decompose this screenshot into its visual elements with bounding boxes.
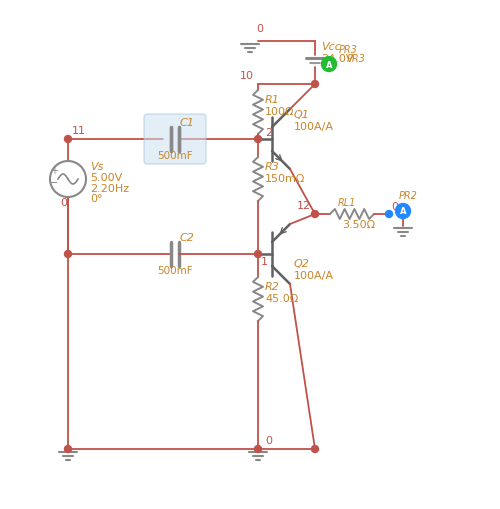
Circle shape	[312, 211, 318, 218]
Circle shape	[254, 445, 262, 453]
Text: 0: 0	[256, 24, 264, 34]
Text: 0°: 0°	[90, 193, 102, 204]
Text: 12: 12	[297, 201, 311, 211]
Text: 0: 0	[391, 202, 398, 212]
Text: RL1: RL1	[338, 197, 356, 208]
Text: 500mF: 500mF	[157, 151, 192, 161]
Text: 500mF: 500mF	[157, 266, 192, 275]
Text: Vs: Vs	[90, 162, 104, 172]
Circle shape	[64, 136, 71, 143]
Text: C2: C2	[180, 233, 195, 242]
Circle shape	[396, 204, 410, 219]
Text: 10: 10	[240, 71, 254, 81]
Text: R2: R2	[265, 281, 280, 292]
Circle shape	[64, 445, 71, 453]
Text: PR3: PR3	[347, 54, 366, 64]
Text: 45.0Ω: 45.0Ω	[265, 293, 298, 303]
Text: 24.0V: 24.0V	[321, 54, 354, 64]
Text: Q1: Q1	[294, 110, 310, 120]
Text: 0: 0	[60, 197, 67, 208]
Text: −: −	[50, 178, 58, 188]
Text: Q2: Q2	[294, 259, 310, 268]
Text: 3.50Ω: 3.50Ω	[342, 219, 375, 230]
Circle shape	[386, 211, 392, 218]
Circle shape	[254, 136, 262, 143]
Circle shape	[312, 445, 318, 453]
Circle shape	[322, 58, 336, 72]
Text: A: A	[326, 61, 332, 69]
Text: 5.00V: 5.00V	[90, 173, 122, 183]
Circle shape	[254, 251, 262, 258]
Text: PR2: PR2	[399, 191, 418, 201]
Text: 100A/A: 100A/A	[294, 122, 334, 132]
Text: C1: C1	[180, 118, 195, 128]
Text: R3: R3	[265, 162, 280, 172]
Text: Vcc: Vcc	[321, 42, 341, 52]
Text: A: A	[400, 207, 406, 216]
Circle shape	[64, 251, 71, 258]
Text: 150mΩ: 150mΩ	[265, 174, 306, 184]
Text: 2.20Hz: 2.20Hz	[90, 184, 129, 193]
Text: 0: 0	[265, 435, 272, 445]
Text: PR3: PR3	[339, 45, 358, 55]
FancyBboxPatch shape	[144, 115, 206, 165]
Text: 100Ω: 100Ω	[265, 107, 294, 117]
Text: 11: 11	[72, 126, 86, 136]
Text: +: +	[50, 165, 58, 176]
Circle shape	[312, 81, 318, 89]
Text: 100A/A: 100A/A	[294, 270, 334, 280]
Text: R1: R1	[265, 95, 280, 105]
Text: 1: 1	[261, 257, 268, 267]
Text: 2: 2	[265, 128, 272, 138]
